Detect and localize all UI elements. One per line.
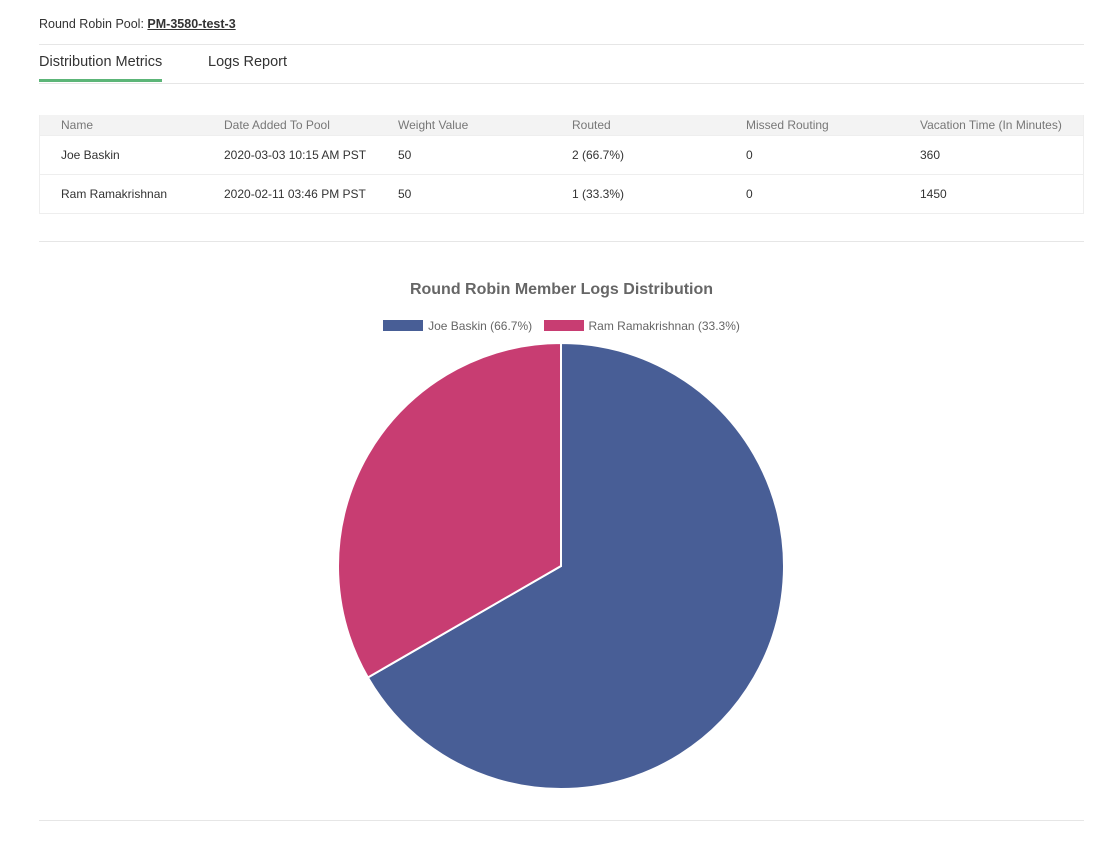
distribution-chart: Round Robin Member Logs Distribution Joe… — [39, 270, 1084, 800]
pool-header: Round Robin Pool: PM-3580-test-3 — [39, 17, 236, 31]
pool-label: Round Robin Pool: — [39, 17, 144, 31]
table-row: Joe Baskin 2020-03-03 10:15 AM PST 50 2 … — [40, 135, 1083, 174]
table-divider — [39, 241, 1084, 242]
chart-legend: Joe Baskin (66.7%) Ram Ramakrishnan (33.… — [39, 318, 1084, 333]
header-divider — [39, 44, 1084, 45]
column-header-missed-routing[interactable]: Missed Routing — [746, 118, 829, 132]
cell-missed-routing: 0 — [746, 148, 753, 162]
cell-routed: 2 (66.7%) — [572, 148, 625, 162]
table-header: Name Date Added To Pool Weight Value Rou… — [40, 115, 1083, 135]
tabs-divider — [39, 83, 1084, 84]
cell-name: Ram Ramakrishnan — [61, 187, 168, 201]
column-header-vacation-time[interactable]: Vacation Time (In Minutes) — [920, 118, 1062, 132]
tab-logs-report[interactable]: Logs Report — [208, 54, 287, 70]
legend-item-ram-ramakrishnan[interactable]: Ram Ramakrishnan (33.3%) — [543, 318, 740, 333]
chart-divider — [39, 820, 1084, 821]
cell-routed: 1 (33.3%) — [572, 187, 625, 201]
column-header-weight-value[interactable]: Weight Value — [398, 118, 469, 132]
pie-chart — [337, 341, 785, 790]
column-header-routed[interactable]: Routed — [572, 118, 611, 132]
legend-swatch — [543, 319, 584, 331]
cell-name: Joe Baskin — [61, 148, 120, 162]
members-table: Name Date Added To Pool Weight Value Rou… — [39, 115, 1084, 214]
cell-date-added: 2020-02-11 03:46 PM PST — [224, 187, 366, 201]
legend-item-joe-baskin[interactable]: Joe Baskin (66.7%) — [383, 319, 532, 333]
column-header-name[interactable]: Name — [61, 118, 94, 132]
tab-distribution-metrics[interactable]: Distribution Metrics — [39, 54, 163, 82]
cell-vacation-time: 1450 — [920, 187, 947, 201]
legend-label: Ram Ramakrishnan (33.3%) — [588, 318, 740, 333]
legend-label: Joe Baskin (66.7%) — [428, 318, 533, 333]
cell-date-added: 2020-03-03 10:15 AM PST — [224, 148, 367, 162]
cell-weight-value: 50 — [398, 187, 412, 201]
cell-missed-routing: 0 — [746, 187, 753, 201]
chart-title: Round Robin Member Logs Distribution — [409, 281, 714, 298]
column-header-date-added[interactable]: Date Added To Pool — [224, 118, 330, 132]
pie-slice-1[interactable] — [337, 341, 562, 679]
cell-vacation-time: 360 — [920, 148, 941, 162]
cell-weight-value: 50 — [398, 148, 412, 162]
pie-slice-0[interactable] — [366, 341, 785, 790]
table-row: Ram Ramakrishnan 2020-02-11 03:46 PM PST… — [40, 174, 1083, 213]
pool-name-link[interactable]: PM-3580-test-3 — [147, 17, 236, 31]
legend-swatch — [383, 319, 424, 331]
